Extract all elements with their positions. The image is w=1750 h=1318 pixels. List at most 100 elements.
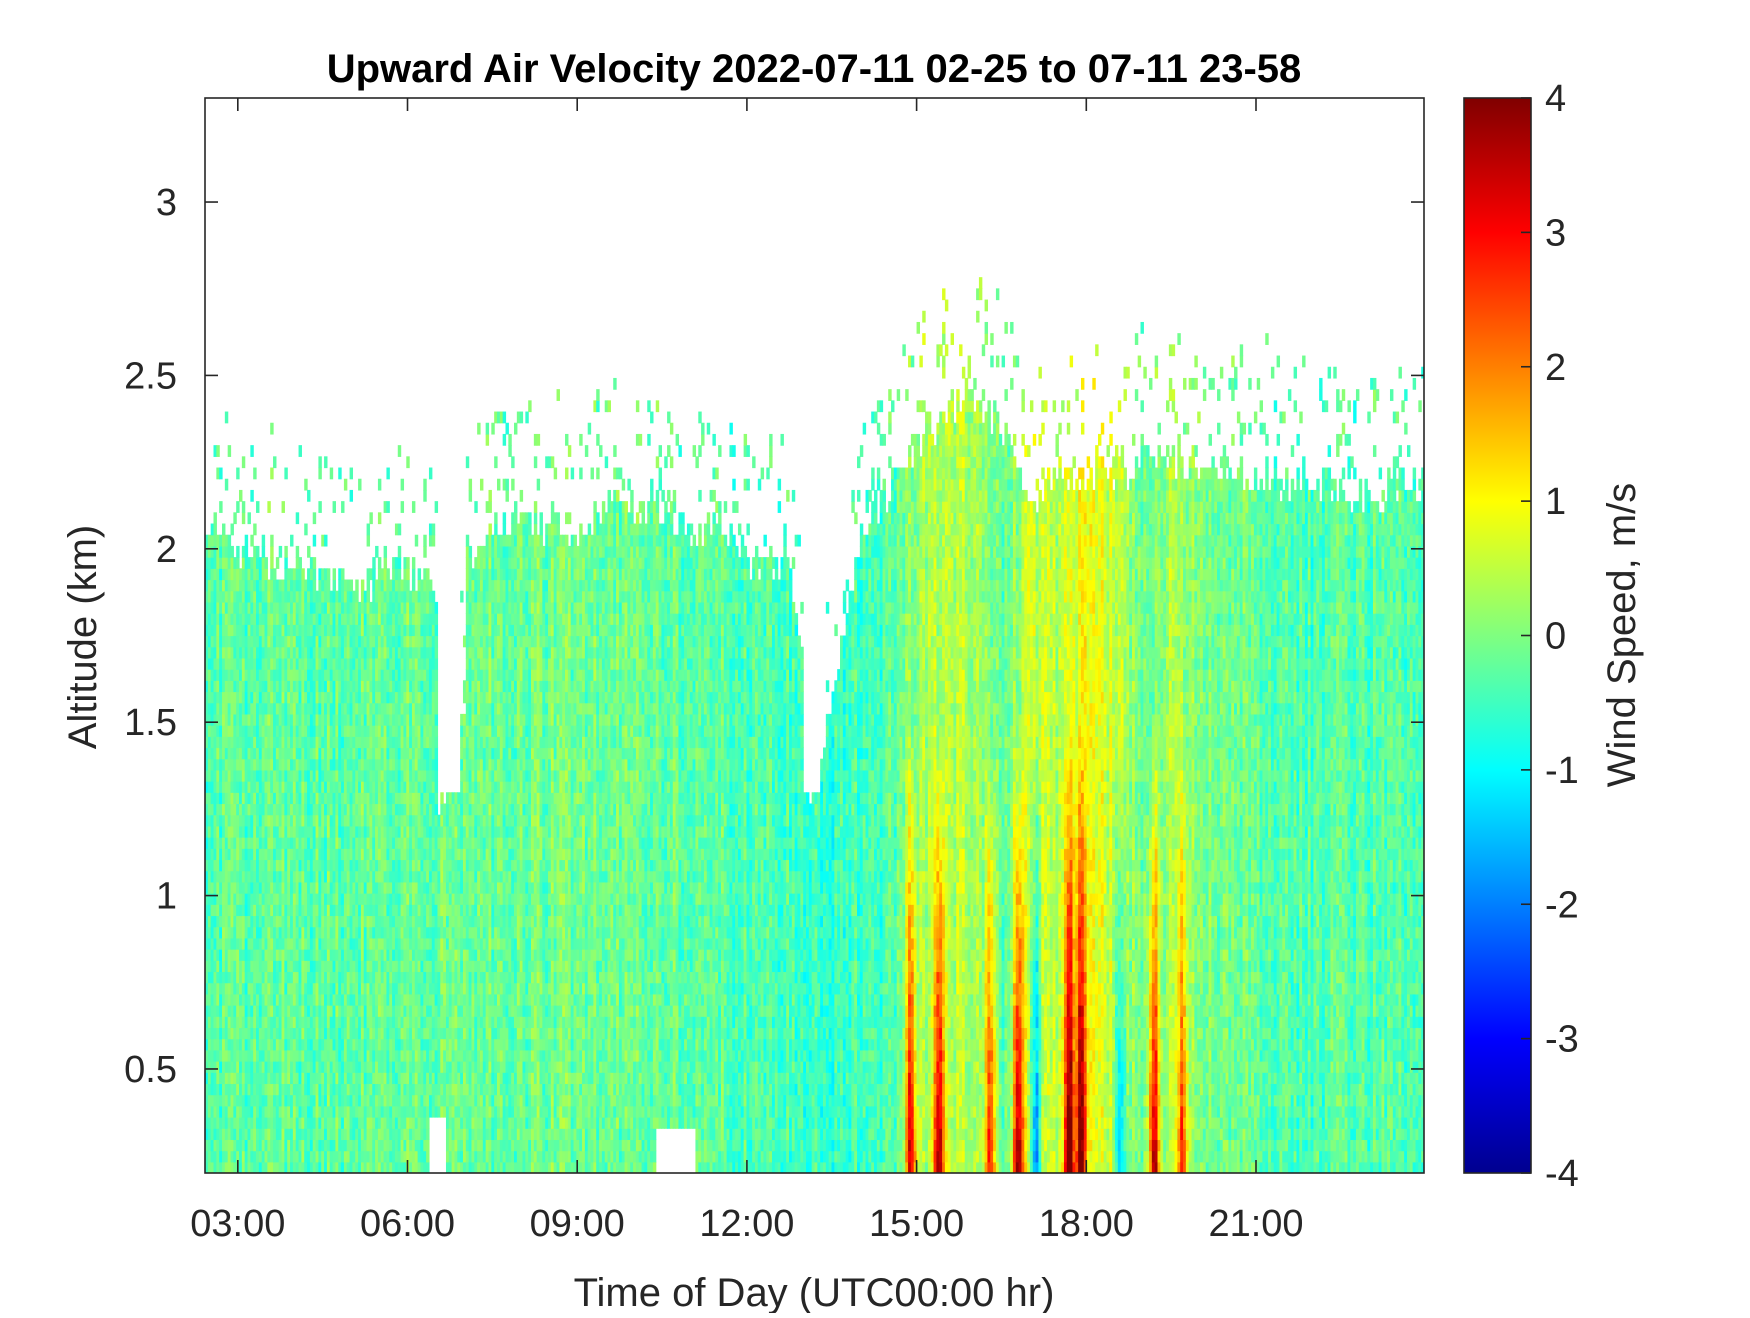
heatmap-cell [250, 490, 253, 502]
heatmap-cell [253, 524, 256, 536]
heatmap-cell [398, 445, 401, 457]
chart-title: Upward Air Velocity 2022-07-11 02-25 to … [327, 47, 1302, 91]
heatmap-cell [256, 501, 259, 513]
heatmap-cell [225, 479, 228, 491]
heatmap-cell [435, 736, 438, 748]
heatmap-cell [222, 524, 225, 536]
heatmap-cell [228, 445, 231, 457]
heatmap-cell [423, 546, 426, 558]
heatmap-cell [301, 568, 304, 580]
heatmap-cell [435, 636, 438, 648]
heatmap-cell [435, 613, 438, 625]
heatmap-cell [469, 557, 472, 569]
heatmap-cell [435, 770, 438, 782]
heatmap-cell [372, 568, 375, 580]
heatmap-cell [401, 501, 404, 513]
heatmap-cell [333, 568, 336, 580]
heatmap-cell [270, 557, 273, 569]
heatmap-cell [276, 557, 279, 569]
heatmap-cell [233, 512, 236, 524]
heatmap-cell [426, 1151, 429, 1163]
heatmap-cell [242, 456, 245, 468]
heatmap-cell [412, 501, 415, 513]
heatmap-cell [299, 557, 302, 569]
heatmap-cell [256, 546, 259, 558]
heatmap-cell [236, 557, 239, 569]
heatmap-cell [225, 412, 228, 424]
heatmap-cell [250, 535, 253, 547]
heatmap-cell [248, 512, 251, 524]
heatmap-cell [398, 568, 401, 580]
heatmap-cell [406, 568, 409, 580]
heatmap-cell [375, 546, 378, 558]
heatmap-cell [219, 468, 222, 480]
heatmap-cell [270, 423, 273, 435]
heatmap-cell [231, 546, 234, 558]
heatmap-cell [386, 501, 389, 513]
heatmap-cell [242, 501, 245, 513]
heatmap-cell [304, 524, 307, 536]
heatmap-cell [307, 546, 310, 558]
heatmap-cell [231, 524, 234, 536]
heatmap-cell [344, 479, 347, 491]
heatmap-cell [432, 591, 435, 603]
heatmap-cell [273, 568, 276, 580]
heatmap-cell [330, 468, 333, 480]
heatmap-cell [327, 568, 330, 580]
heatmap-cell [415, 535, 418, 547]
heatmap-cell [270, 468, 273, 480]
heatmap-cell [236, 501, 239, 513]
heatmap-cell [435, 501, 438, 513]
heatmap-cell [236, 546, 239, 558]
heatmap-cell [265, 568, 268, 580]
heatmap-cell [372, 557, 375, 569]
heatmap-cell [333, 501, 336, 513]
heatmap-cell [228, 535, 231, 547]
heatmap-cell [250, 445, 253, 457]
heatmap-cell [367, 535, 370, 547]
heatmap-cell [469, 479, 472, 491]
heatmap-cell [350, 490, 353, 502]
heatmap-cell [469, 490, 472, 502]
heatmap-cell [236, 468, 239, 480]
heatmap-cell [313, 512, 316, 524]
heatmap-cell [440, 792, 443, 804]
heatmap-cell [284, 557, 287, 569]
heatmap-cell [219, 501, 222, 513]
heatmap-cell [398, 546, 401, 558]
heatmap-cell [367, 591, 370, 603]
heatmap-cell [429, 468, 432, 480]
heatmap-cell [361, 580, 364, 592]
heatmap-cell [423, 479, 426, 491]
heatmap-cell [214, 512, 217, 524]
heatmap-cell [313, 557, 316, 569]
heatmap-cell [253, 468, 256, 480]
heatmap-cell [262, 535, 265, 547]
heatmap-cell [358, 479, 361, 491]
heatmap-cell [267, 501, 270, 513]
heatmap-cell [214, 524, 217, 536]
heatmap-cell [313, 535, 316, 547]
heatmap-cell [273, 456, 276, 468]
heatmap-cell [216, 445, 219, 457]
heatmap-cell [341, 568, 344, 580]
heatmap-cell [406, 456, 409, 468]
heatmap-cell [367, 580, 370, 592]
heatmap-cell [432, 535, 435, 547]
heatmap-cell [355, 591, 358, 603]
heatmap-cell [423, 535, 426, 547]
heatmap-cell [341, 501, 344, 513]
heatmap-cell [384, 557, 387, 569]
heatmap-cell [327, 580, 330, 592]
heatmap-cell [435, 602, 438, 614]
heatmap-cell [466, 535, 469, 547]
heatmap-cell [384, 546, 387, 558]
heatmap-cell [270, 546, 273, 558]
heatmap-cell [304, 479, 307, 491]
heatmap-cell [466, 456, 469, 468]
heatmap-cell [401, 479, 404, 491]
heatmap-cell [426, 568, 429, 580]
heatmap-cell [378, 557, 381, 569]
